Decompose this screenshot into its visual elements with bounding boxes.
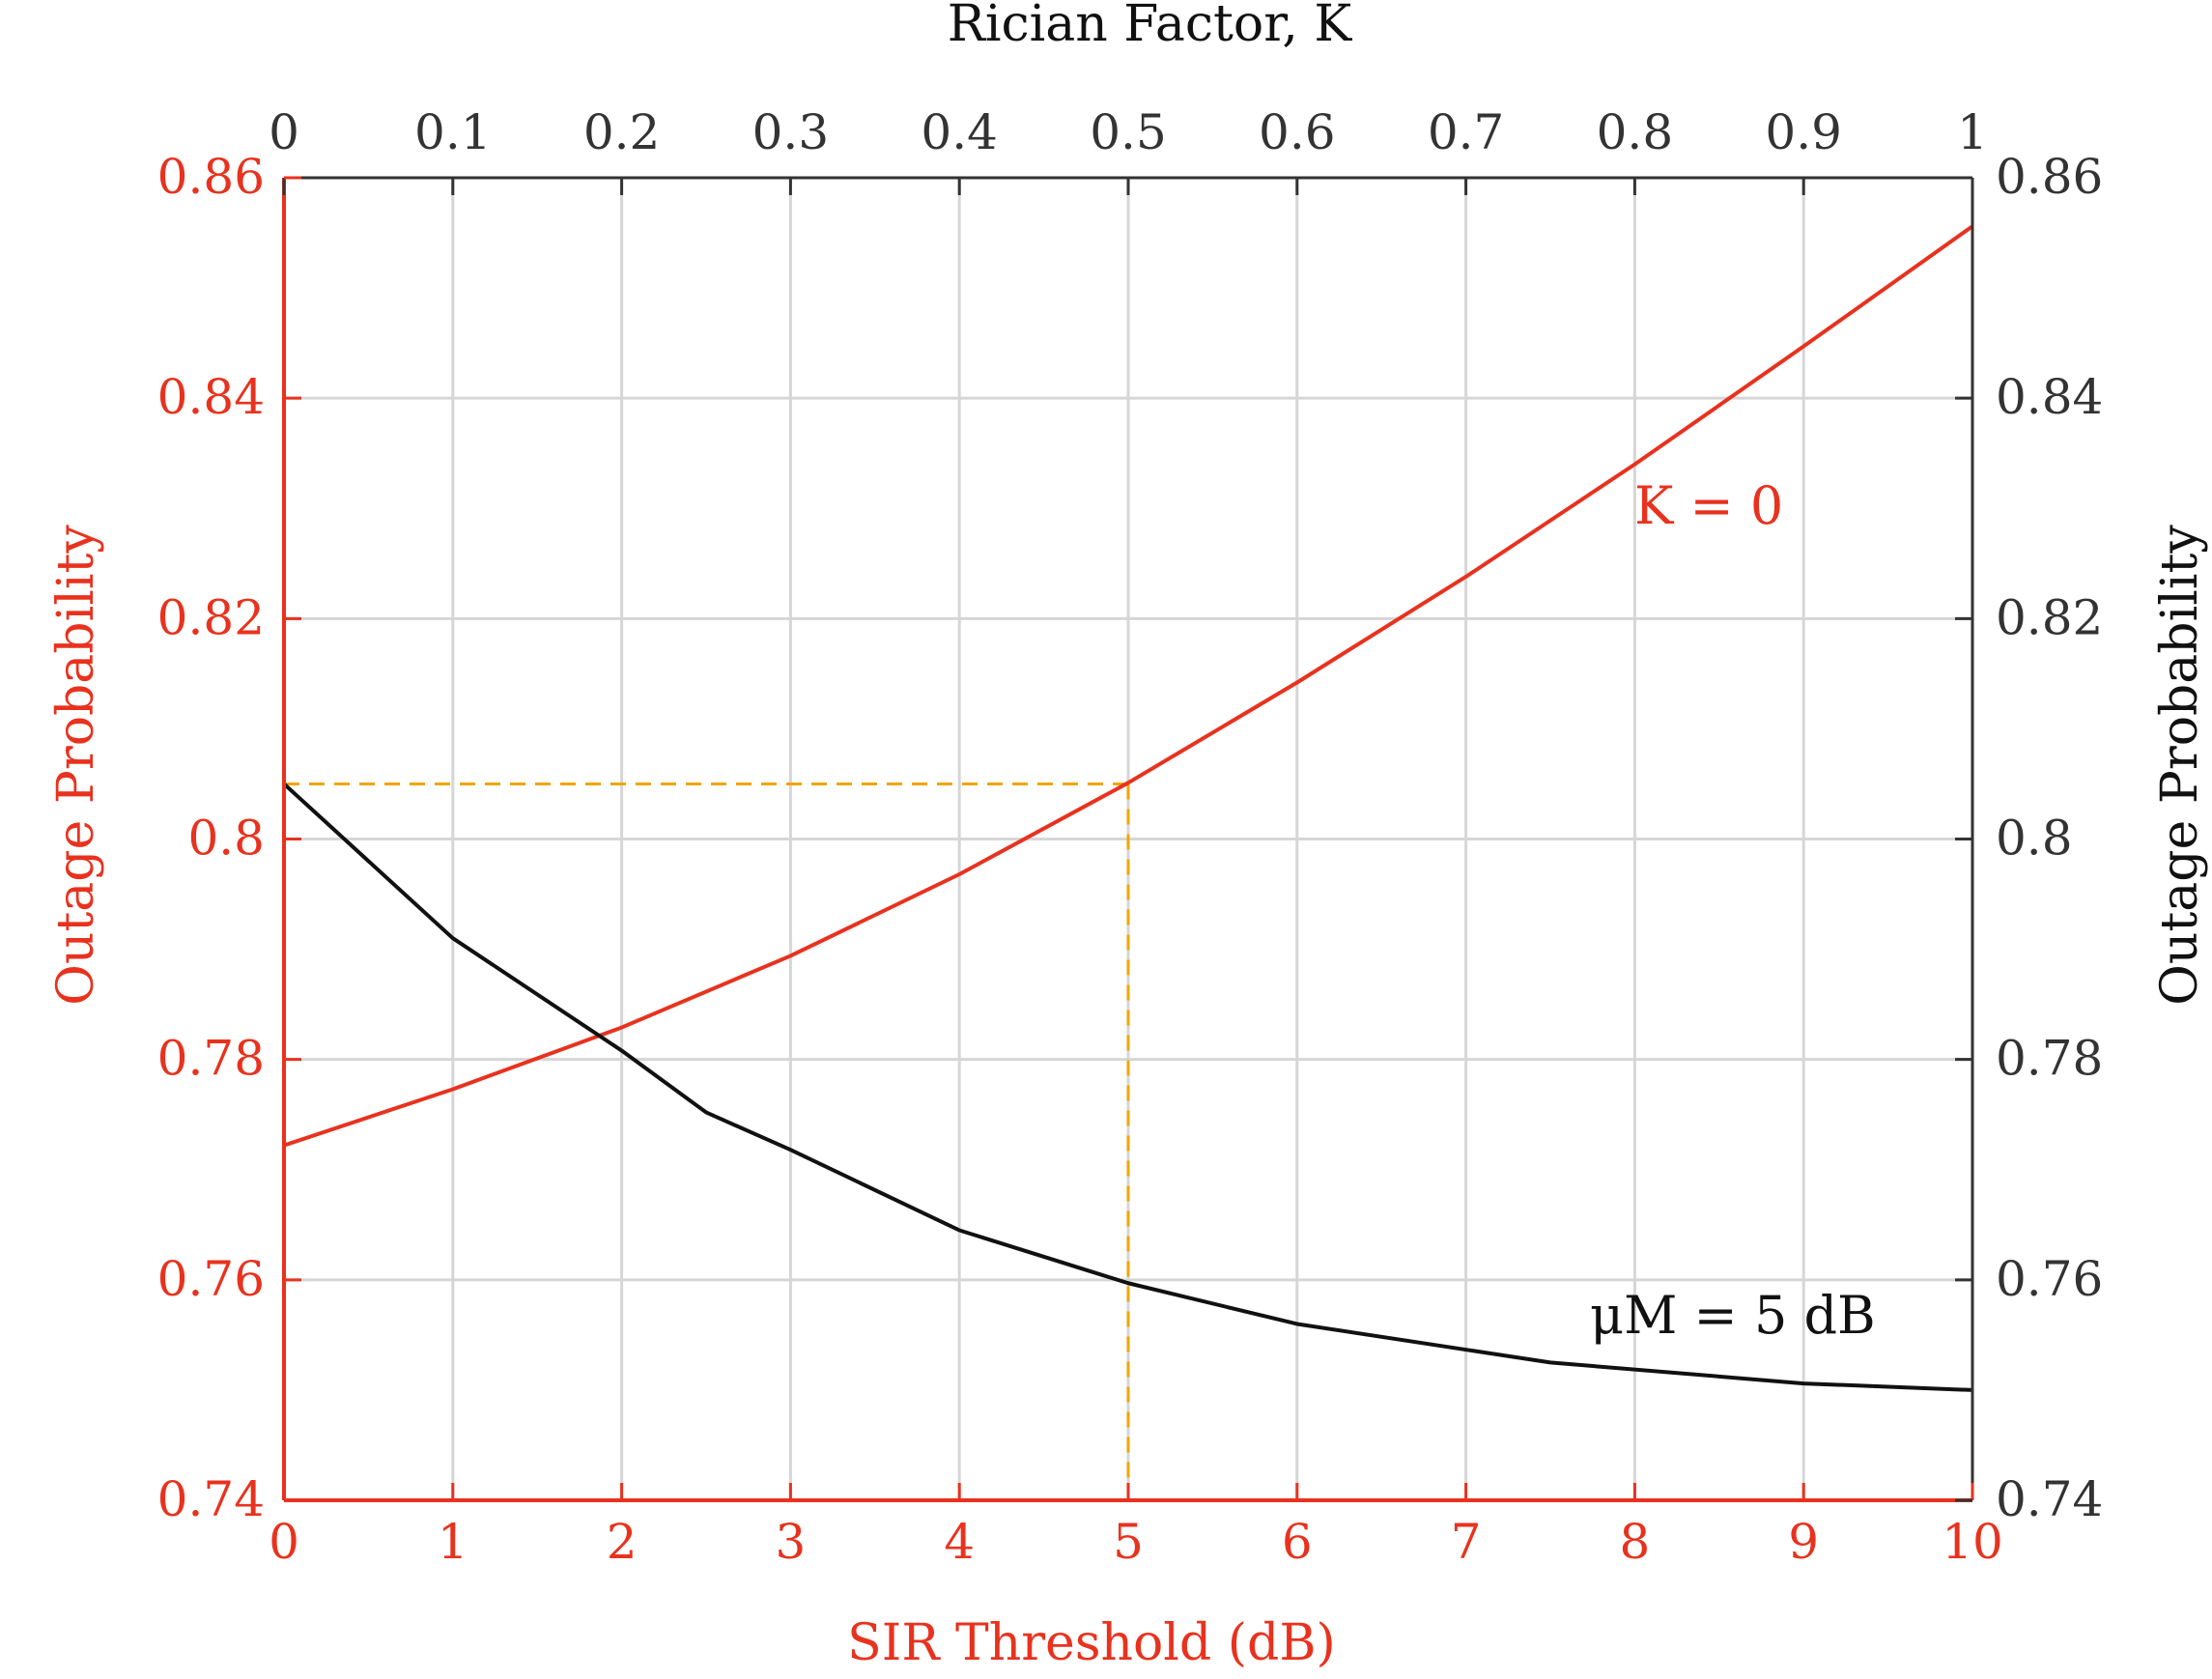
x-axis-label: SIR Threshold (dB) [847,1614,1336,1672]
x2-tick-label: 0.5 [1090,104,1167,160]
x-tick-label: 4 [944,1514,975,1570]
y-tick-label-left: 0.78 [157,1031,265,1087]
y-tick-label-right: 0.78 [1996,1031,2103,1087]
x2-tick-label: 0 [269,104,299,160]
x2-tick-label: 0.6 [1259,104,1336,160]
tick-labels: 0 1 2 3 4 5 6 7 8 9 10 0 0.1 0.2 0.3 0.4 0.5 0.6 0.7 0.8 0.9… [157,104,2104,1570]
x2-tick-label: 0.4 [921,104,998,160]
x2-tick-label: 0.7 [1428,104,1505,160]
y-tick-label-right: 0.86 [1996,149,2103,205]
y-tick-label-left: 0.76 [157,1251,265,1307]
y-tick-label-right: 0.84 [1996,369,2103,425]
x2-tick-label: 0.1 [414,104,492,160]
x2-tick-label: 0.8 [1597,104,1674,160]
axes [282,176,1974,1502]
x-tick-label: 6 [1282,1514,1313,1570]
x-tick-label: 7 [1451,1514,1482,1570]
y-axis-label-right: Outage Probability [2151,525,2209,1006]
x-tick-label: 9 [1788,1514,1819,1570]
x2-tick-label: 0.9 [1765,104,1842,160]
x-tick-label: 1 [438,1514,468,1570]
y-tick-label-left: 0.86 [157,149,265,205]
x2-tick-label: 0.2 [583,104,661,160]
y-tick-label-left: 0.84 [157,369,265,425]
y-tick-label-right: 0.82 [1996,589,2103,645]
x2-tick-label: 0.3 [752,104,830,160]
x-tick-label: 10 [1942,1514,2003,1570]
y-tick-label-left: 0.74 [157,1471,265,1527]
y-tick-label-left: 0.82 [157,589,265,645]
x-tick-label: 2 [607,1514,638,1570]
x-tick-label: 0 [269,1514,299,1570]
y-tick-label-left: 0.8 [187,811,265,867]
y-tick-label-right: 0.76 [1996,1251,2103,1307]
y-tick-label-right: 0.8 [1996,811,2073,867]
x2-axis-label: Rician Factor, K [948,0,1353,53]
x-tick-label: 3 [775,1514,806,1570]
y-tick-label-right: 0.74 [1996,1471,2103,1527]
x2-tick-label: 1 [1957,104,1988,160]
x-tick-label: 8 [1619,1514,1650,1570]
reference-lines [284,782,1130,1500]
x-tick-label: 5 [1113,1514,1144,1570]
annotation-mu-m: μM = 5 dB [1590,1285,1876,1346]
y-axis-label-left: Outage Probability [47,525,105,1006]
series-lines [282,224,1974,1392]
annotation-k0: K = 0 [1634,475,1783,536]
series-line-mu-m [282,782,1973,1392]
series-line-k0 [283,224,1974,1148]
